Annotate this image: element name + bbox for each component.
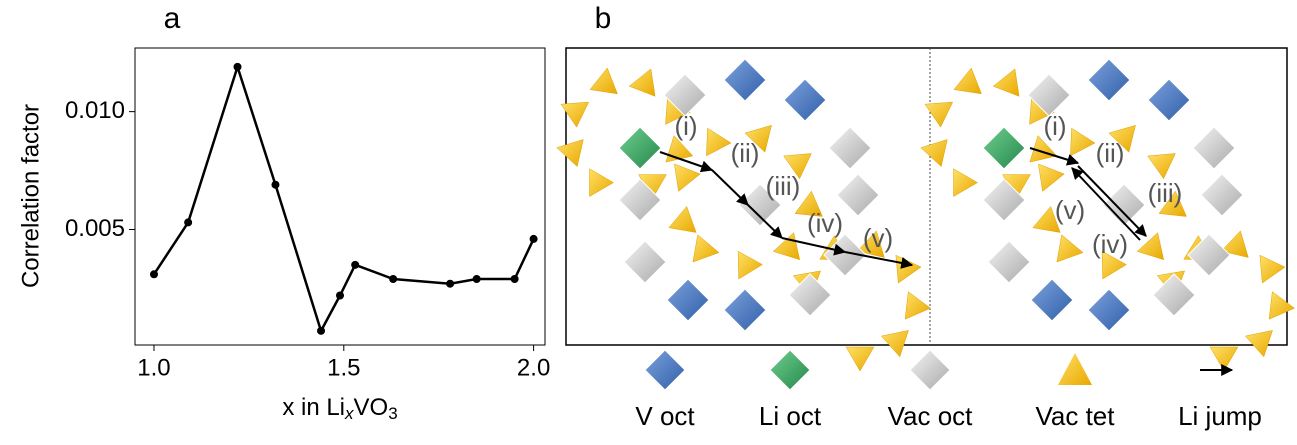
octahedron: [1201, 174, 1243, 216]
data-point: [389, 275, 397, 283]
data-point: [336, 292, 344, 300]
octahedron: [667, 279, 709, 321]
octahedron: [1193, 127, 1235, 169]
tetrahedron: [846, 347, 874, 371]
panel-label: b: [595, 2, 612, 35]
jump-label: (iv): [1092, 229, 1128, 259]
octahedron: [784, 79, 826, 121]
tetrahedron: [993, 69, 1019, 96]
tetrahedron: [954, 169, 978, 197]
octahedron: [619, 127, 661, 169]
data-point: [351, 261, 359, 269]
x-tick-label: 1.5: [327, 354, 360, 381]
tetrahedron: [1148, 154, 1176, 179]
legend-label: Vac tet: [1035, 401, 1115, 431]
tetrahedron: [561, 102, 589, 127]
data-line: [154, 67, 534, 331]
tetrahedron: [629, 69, 655, 96]
data-point: [234, 63, 242, 71]
y-axis-label: Correlation factor: [17, 104, 44, 288]
tetrahedron: [954, 68, 981, 94]
tetrahedron: [674, 164, 700, 191]
tetrahedron: [1210, 347, 1238, 371]
tetrahedron: [706, 128, 731, 156]
octahedron: [1103, 184, 1145, 226]
jump-label: (ii): [731, 138, 760, 168]
octahedron: [1088, 59, 1130, 101]
x-tick-label: 2.0: [517, 354, 550, 381]
tetrahedron: [1269, 292, 1294, 320]
octahedron: [1188, 234, 1230, 276]
tetrahedron: [1038, 164, 1064, 191]
octahedron: [988, 241, 1030, 283]
jump-label: (i): [674, 111, 697, 141]
legend-label: Li oct: [759, 401, 822, 431]
legend-label: Vac oct: [888, 401, 974, 431]
octahedron: [770, 350, 810, 390]
octahedron: [624, 241, 666, 283]
tetrahedron: [1260, 255, 1285, 283]
legend-label: Li jump: [1178, 401, 1262, 431]
data-point: [150, 270, 158, 278]
tetrahedron: [693, 235, 719, 262]
jump-arrow: [712, 170, 748, 205]
jump-label: (iv): [807, 208, 843, 238]
octahedron: [983, 127, 1025, 169]
data-point: [184, 218, 192, 226]
x-axis-label: x in LixVO3: [282, 394, 397, 423]
tetrahedron: [881, 330, 908, 356]
octahedron: [910, 350, 950, 390]
tetrahedron: [557, 140, 584, 167]
octahedron: [645, 350, 685, 390]
tetrahedron: [896, 255, 921, 283]
octahedron: [837, 174, 879, 216]
tetrahedron: [1070, 128, 1095, 156]
x-tick-label: 1.0: [137, 354, 170, 381]
tetrahedron: [773, 233, 799, 260]
tetrahedron: [1058, 353, 1092, 385]
data-point: [271, 181, 279, 189]
tetrahedron: [590, 169, 614, 197]
tetrahedron: [921, 140, 948, 167]
tetrahedron: [1245, 330, 1272, 356]
octahedron: [789, 274, 831, 316]
jump-label: (iii): [1148, 178, 1183, 208]
data-point: [511, 275, 519, 283]
tetrahedron: [925, 102, 953, 127]
tetrahedron: [738, 251, 762, 279]
data-point: [473, 275, 481, 283]
octahedron: [724, 289, 766, 331]
tetrahedron: [905, 292, 930, 320]
data-point: [317, 327, 325, 335]
data-point: [530, 235, 538, 243]
jump-label: (ii): [1096, 138, 1125, 168]
jump-label: (v): [863, 223, 893, 253]
y-tick-label: 0.010: [65, 97, 125, 124]
diagram: (i)(ii)(iii)(iv)(v)(i)(ii)(iii)(iv)(v): [557, 48, 1295, 371]
jump-label: (iii): [766, 171, 801, 201]
octahedron: [1088, 289, 1130, 331]
panel-label: a: [164, 2, 181, 35]
figure: a b Correlation factor x in LixVO3 (i) (i…: [0, 0, 1297, 440]
legend-label: V oct: [635, 401, 695, 431]
y-tick-label: 0.005: [65, 215, 125, 242]
tetrahedron: [1137, 233, 1163, 260]
jump-label: (v): [1055, 195, 1085, 225]
octahedron: [1153, 274, 1195, 316]
tetrahedron: [1057, 235, 1083, 262]
data-point: [446, 280, 454, 288]
octahedron: [1031, 279, 1073, 321]
tetrahedron: [669, 207, 696, 233]
octahedron: [724, 59, 766, 101]
octahedron: [829, 127, 871, 169]
tetrahedron: [590, 68, 617, 94]
octahedron: [1148, 79, 1190, 121]
jump-label: (i): [1043, 111, 1066, 141]
